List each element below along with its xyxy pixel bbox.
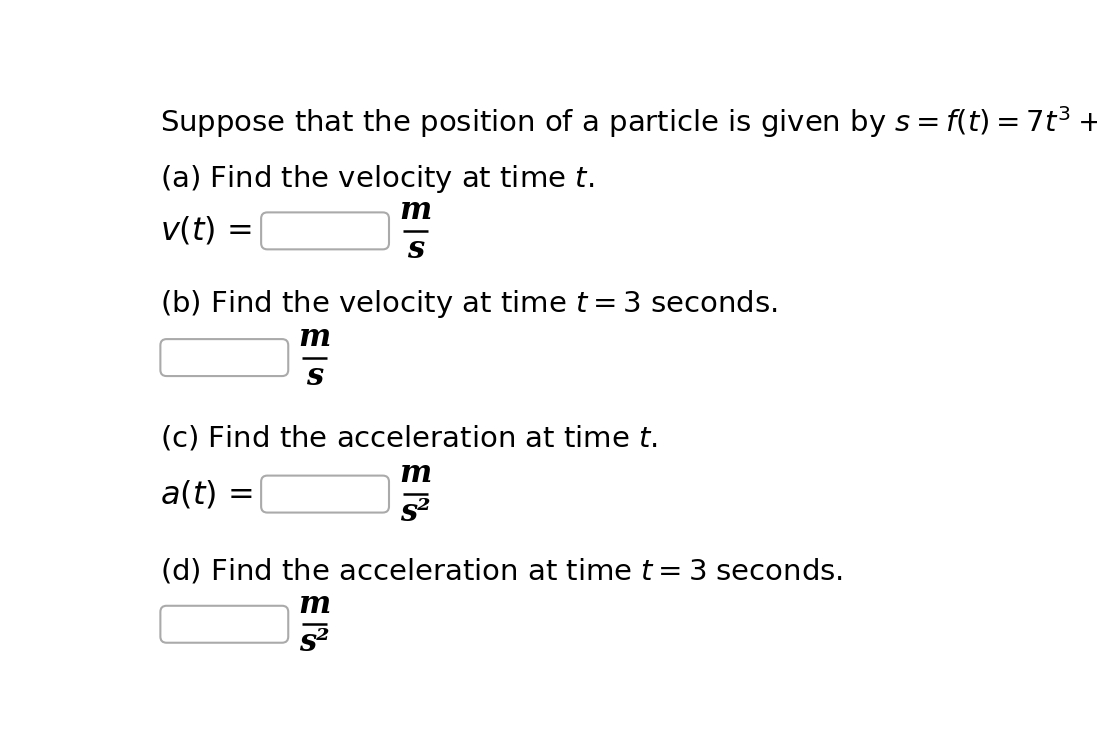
Text: Suppose that the position of a particle is given by $s = f(t) = 7t^3 + 2t + 9.$: Suppose that the position of a particle … <box>160 104 1097 140</box>
Text: s: s <box>407 234 423 265</box>
FancyBboxPatch shape <box>261 476 389 512</box>
Text: $v(t)$ =: $v(t)$ = <box>160 215 252 247</box>
FancyBboxPatch shape <box>160 606 289 643</box>
Text: (a) Find the velocity at time $t$.: (a) Find the velocity at time $t$. <box>160 163 595 195</box>
Text: (b) Find the velocity at time $t = 3$ seconds.: (b) Find the velocity at time $t = 3$ se… <box>160 288 778 320</box>
Text: s: s <box>306 361 324 392</box>
Text: m: m <box>399 459 431 489</box>
Text: m: m <box>298 322 330 353</box>
Text: s²: s² <box>400 497 431 528</box>
Text: s²: s² <box>299 628 330 658</box>
Text: (d) Find the acceleration at time $t = 3$ seconds.: (d) Find the acceleration at time $t = 3… <box>160 557 844 585</box>
Text: (c) Find the acceleration at time $t$.: (c) Find the acceleration at time $t$. <box>160 423 658 453</box>
Text: $a(t)$ =: $a(t)$ = <box>160 478 253 510</box>
FancyBboxPatch shape <box>261 212 389 249</box>
Text: m: m <box>399 195 431 226</box>
Text: m: m <box>298 589 330 619</box>
FancyBboxPatch shape <box>160 339 289 376</box>
